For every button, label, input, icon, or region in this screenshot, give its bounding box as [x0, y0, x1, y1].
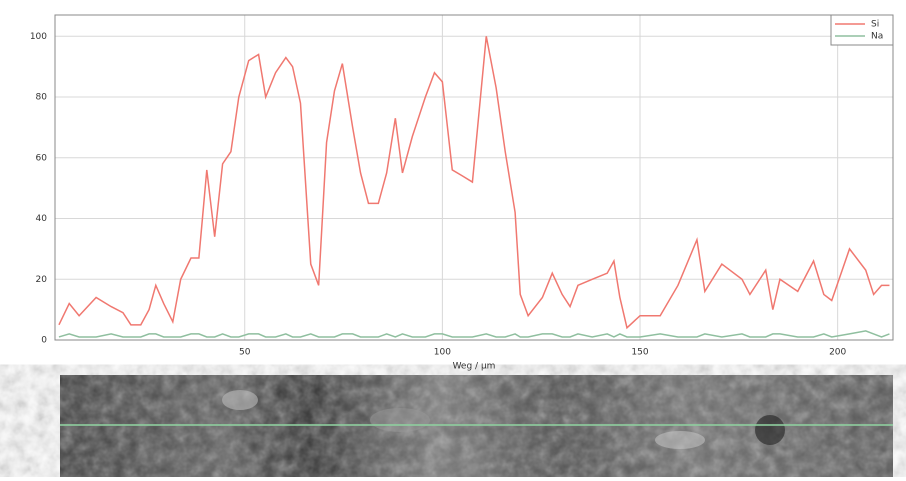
plot-frame: [54, 14, 894, 341]
sem-image: [60, 375, 893, 477]
y-tick-label: 80: [36, 93, 48, 103]
series-line: [58, 330, 890, 338]
y-tick-label: 60: [36, 153, 48, 163]
x-tick-label: 100: [434, 348, 451, 358]
x-tick-label: 150: [631, 348, 648, 358]
series-line: [58, 36, 890, 330]
y-tick-label: 40: [36, 214, 48, 224]
legend-box: [830, 14, 894, 46]
legend-label: Na: [871, 32, 883, 42]
x-tick-label: 50: [239, 348, 251, 358]
x-tick-label: 200: [829, 348, 846, 358]
legend-label: Si: [871, 20, 879, 30]
x-axis-label: Weg / µm: [453, 362, 496, 372]
y-tick-label: 20: [36, 275, 48, 285]
y-tick-label: 0: [41, 336, 47, 346]
y-tick-label: 100: [30, 32, 47, 42]
